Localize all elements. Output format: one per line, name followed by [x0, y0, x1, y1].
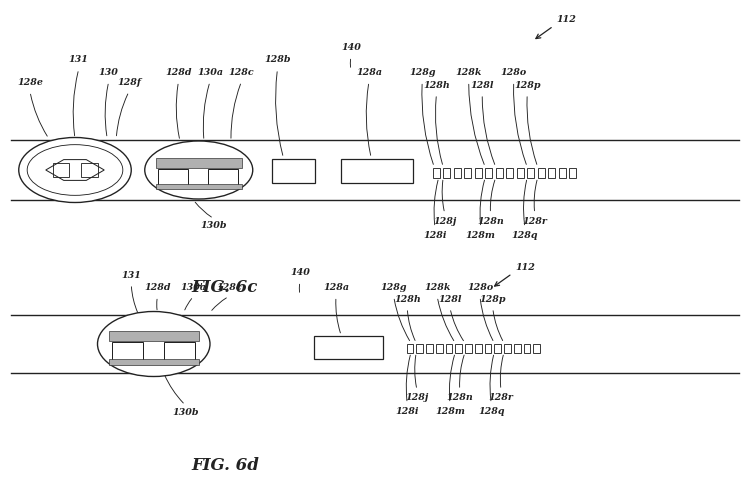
- Text: 128j: 128j: [433, 216, 457, 226]
- Text: 128d: 128d: [165, 68, 192, 77]
- Text: 128q: 128q: [478, 406, 505, 416]
- Text: 130: 130: [99, 68, 118, 77]
- FancyBboxPatch shape: [155, 158, 242, 168]
- FancyBboxPatch shape: [155, 184, 242, 189]
- Text: 131: 131: [69, 56, 88, 64]
- Text: 130a: 130a: [197, 68, 223, 77]
- Text: 128m: 128m: [435, 406, 465, 416]
- Text: 128n: 128n: [446, 393, 473, 402]
- Text: 128p: 128p: [514, 80, 541, 90]
- Text: 128h: 128h: [394, 294, 421, 304]
- Text: 128k: 128k: [455, 68, 482, 77]
- Text: 128q: 128q: [512, 230, 538, 239]
- Text: 128c: 128c: [229, 68, 254, 77]
- Text: 128a: 128a: [356, 68, 382, 77]
- Text: 128f: 128f: [117, 78, 141, 87]
- Text: 140: 140: [341, 43, 361, 52]
- FancyBboxPatch shape: [109, 331, 199, 342]
- Text: 128e: 128e: [17, 78, 43, 87]
- Text: 128a: 128a: [323, 283, 349, 292]
- Text: 128c: 128c: [216, 283, 242, 292]
- Text: 131: 131: [122, 270, 141, 280]
- Text: 128i: 128i: [423, 230, 447, 239]
- Ellipse shape: [98, 312, 210, 376]
- Text: FIG. 6c: FIG. 6c: [192, 279, 258, 296]
- Text: FIG. 6d: FIG. 6d: [191, 458, 259, 474]
- Text: 130b: 130b: [200, 222, 227, 230]
- Text: 128m: 128m: [466, 230, 496, 239]
- Text: 130b: 130b: [172, 408, 199, 417]
- Text: 128r: 128r: [522, 216, 548, 226]
- Text: 128p: 128p: [479, 294, 506, 304]
- Text: 128g: 128g: [380, 283, 407, 292]
- Text: 128n: 128n: [477, 216, 504, 226]
- Text: 128o: 128o: [501, 68, 526, 77]
- Text: 128h: 128h: [423, 80, 450, 90]
- Text: 130a: 130a: [181, 283, 206, 292]
- Text: 128o: 128o: [466, 283, 494, 292]
- Text: 112: 112: [515, 263, 535, 272]
- Ellipse shape: [19, 138, 131, 202]
- Text: 140: 140: [290, 268, 310, 277]
- Text: 128d: 128d: [144, 283, 171, 292]
- Text: 128l: 128l: [438, 294, 462, 304]
- Text: 128j: 128j: [405, 393, 429, 402]
- Text: 128r: 128r: [488, 393, 514, 402]
- Ellipse shape: [145, 141, 253, 199]
- FancyBboxPatch shape: [109, 360, 199, 365]
- Text: 128l: 128l: [470, 80, 494, 90]
- Text: 128b: 128b: [264, 56, 291, 64]
- Text: 112: 112: [556, 16, 576, 24]
- Text: 128i: 128i: [395, 406, 419, 416]
- Text: 128g: 128g: [409, 68, 436, 77]
- Text: 128k: 128k: [424, 283, 451, 292]
